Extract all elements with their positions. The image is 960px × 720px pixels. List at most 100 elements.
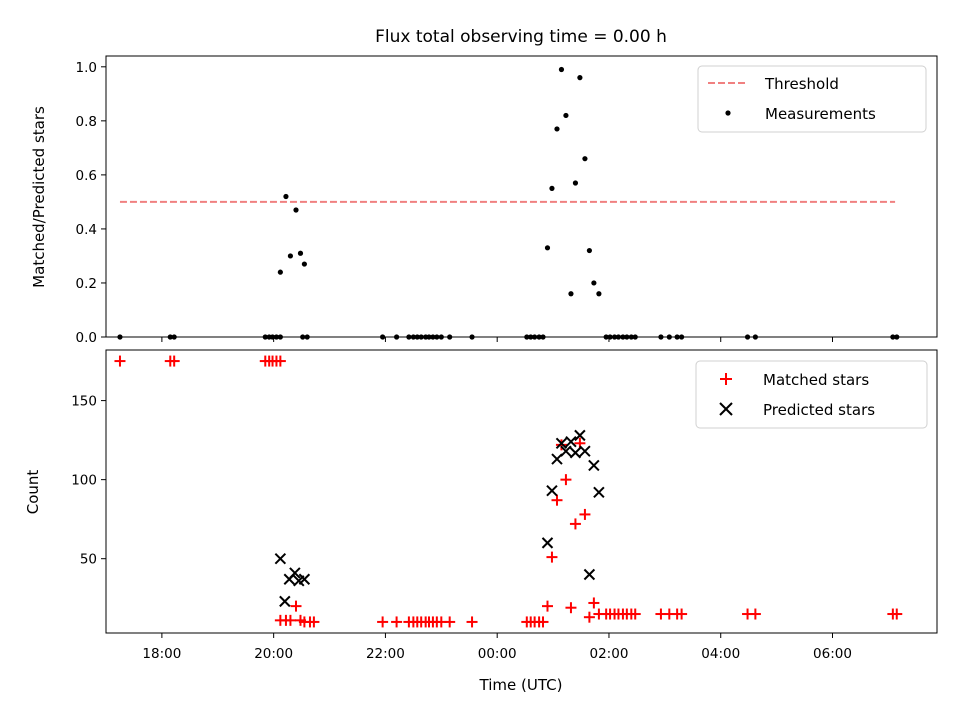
predicted-star-point [555, 437, 568, 449]
count-y-ticks: 50 100 150 [71, 394, 106, 568]
matched-star-point [749, 608, 761, 620]
predicted-star-point [579, 445, 591, 457]
count-y-tick-label: 50 [80, 552, 97, 568]
x-tick-label: 06:00 [813, 646, 852, 662]
measurement-point [544, 245, 551, 251]
matched-star-point [274, 355, 286, 367]
matched-star-point [444, 616, 456, 628]
predicted-star-point [279, 595, 291, 608]
matched-star-point [377, 616, 389, 628]
legend-measurements-label: Measurements [765, 105, 876, 123]
matched-star-point [565, 602, 577, 614]
matched-star-point [551, 494, 563, 506]
measurement-point [568, 291, 574, 297]
predicted-star-point [289, 567, 301, 579]
legend-measurements-swatch [725, 110, 731, 116]
measurement-point [582, 156, 588, 162]
legend-predicted-label: Predicted stars [763, 401, 875, 419]
matched-star-point [308, 616, 320, 628]
count-x-ticks: 18:00 20:00 22:00 00:00 02:00 04:00 06:00 [142, 633, 852, 662]
x-tick-label: 02:00 [590, 646, 629, 662]
matched-star-point [114, 355, 126, 367]
matched-star-point [555, 439, 567, 451]
legend-matched-swatch [720, 373, 732, 385]
ratio-panel: 0.0 0.2 0.4 0.6 0.8 1.0 Matched/Predicted sta… [30, 55, 938, 346]
ratio-legend-frame [697, 65, 927, 133]
x-tick-label: 18:00 [142, 646, 181, 662]
measurement-point [596, 291, 602, 297]
ratio-y-tick-label: 0.4 [76, 222, 97, 238]
measurement-point [549, 185, 555, 191]
count-axes-frame [105, 349, 938, 634]
measurement-point [287, 253, 294, 259]
matched-star-point [569, 518, 581, 530]
measurement-point [577, 75, 583, 81]
count-plot-area [114, 355, 903, 628]
ratio-axes-frame [105, 55, 938, 338]
predicted-star-point [565, 435, 577, 448]
matched-star-point [466, 616, 478, 628]
count-legend-frame [695, 360, 928, 429]
measurement-point [293, 207, 299, 213]
legend-threshold-label: Threshold [764, 75, 839, 93]
predicted-star-point [574, 429, 586, 442]
measurement-point [554, 126, 560, 132]
ratio-y-ticks: 0.0 0.2 0.4 0.6 0.8 1.0 [76, 60, 106, 346]
measurement-point [277, 269, 283, 275]
measurement-point [591, 280, 597, 286]
count-y-tick-label: 100 [71, 473, 97, 489]
measurement-point [563, 112, 569, 119]
predicted-star-point [551, 453, 563, 465]
x-tick-label: 22:00 [366, 646, 405, 662]
matched-star-point [290, 600, 302, 612]
predicted-star-point [274, 552, 287, 565]
ratio-legend: Threshold Measurements [697, 65, 927, 133]
ratio-y-tick-label: 0.2 [76, 276, 97, 292]
x-tick-label: 04:00 [701, 646, 740, 662]
predicted-star-point [541, 537, 554, 549]
matched-star-point [560, 474, 572, 486]
measurement-point [283, 193, 289, 200]
legend-predicted-swatch [719, 402, 733, 416]
ratio-y-tick-label: 1.0 [76, 60, 97, 76]
measurement-point [558, 66, 565, 73]
count-panel: 18:00 20:00 22:00 00:00 02:00 04:00 06:00 50 10… [24, 349, 938, 662]
matched-star-point [541, 600, 553, 612]
count-y-axis-label: Count [24, 470, 42, 515]
matched-star-point [629, 608, 641, 620]
chart-title: Flux total observing time = 0.00 h [375, 27, 667, 47]
measurement-point [301, 261, 307, 267]
ratio-x-ticks [161, 337, 833, 342]
predicted-star-point [569, 447, 582, 459]
count-y-tick-label: 150 [71, 394, 97, 410]
x-tick-label: 20:00 [254, 646, 293, 662]
matched-star-point [583, 611, 595, 623]
matched-star-point [676, 608, 688, 620]
matched-star-point [391, 616, 403, 628]
count-legend: Matched stars Predicted stars [695, 360, 928, 429]
matched-star-point [546, 551, 558, 563]
ratio-y-axis-label: Matched/Predicted stars [30, 106, 48, 288]
measurement-point [586, 247, 592, 254]
measurement-point [572, 180, 579, 186]
x-tick-label: 00:00 [478, 646, 517, 662]
predicted-star-point [560, 445, 572, 457]
measurement-point [297, 250, 304, 256]
matched-star-point [537, 616, 549, 628]
matched-star-point [891, 608, 903, 620]
predicted-star-point [588, 459, 600, 472]
matched-star-point [588, 597, 600, 609]
ratio-y-tick-label: 0.8 [76, 114, 97, 130]
legend-matched-label: Matched stars [763, 371, 869, 389]
ratio-y-tick-label: 0.0 [76, 330, 97, 346]
matched-star-point [168, 355, 180, 367]
x-axis-label: Time (UTC) [479, 676, 563, 694]
predicted-star-point [298, 573, 311, 585]
predicted-star-point [546, 485, 558, 497]
predicted-star-point [593, 486, 605, 498]
matched-star-point [579, 508, 591, 520]
predicted-star-point [583, 568, 596, 581]
ratio-y-tick-label: 0.6 [76, 168, 97, 184]
matched-star-point [284, 614, 296, 626]
